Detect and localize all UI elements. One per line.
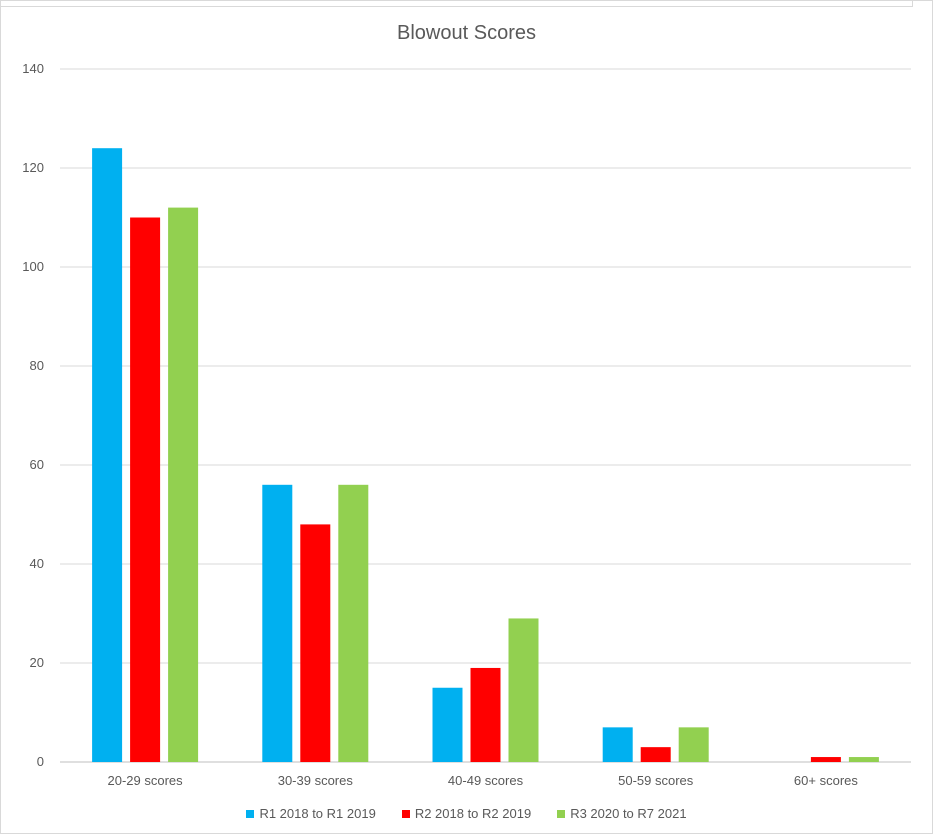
- bar: [92, 148, 122, 762]
- bar: [130, 218, 160, 763]
- legend-swatch: [246, 810, 254, 818]
- bar: [641, 747, 671, 762]
- x-tick-label: 30-39 scores: [278, 773, 354, 788]
- bar: [300, 524, 330, 762]
- y-tick-label: 80: [30, 358, 44, 373]
- bar: [262, 485, 292, 762]
- bar: [679, 727, 709, 762]
- x-tick-label: 60+ scores: [794, 773, 858, 788]
- legend-label: R3 2020 to R7 2021: [570, 806, 686, 821]
- x-tick-label: 50-59 scores: [618, 773, 694, 788]
- y-tick-label: 60: [30, 457, 44, 472]
- legend-label: R1 2018 to R1 2019: [259, 806, 375, 821]
- bar: [509, 618, 539, 762]
- bar: [471, 668, 501, 762]
- bar: [433, 688, 463, 762]
- bar: [849, 757, 879, 762]
- legend: R1 2018 to R1 2019 R2 2018 to R2 2019 R3 2…: [0, 806, 933, 821]
- legend-item: R2 2018 to R2 2019: [402, 806, 531, 821]
- y-tick-label: 20: [30, 655, 44, 670]
- x-tick-label: 40-49 scores: [448, 773, 524, 788]
- y-tick-label: 0: [37, 754, 44, 769]
- y-tick-label: 120: [22, 160, 44, 175]
- bar: [811, 757, 841, 762]
- y-tick-label: 140: [22, 61, 44, 76]
- legend-label: R2 2018 to R2 2019: [415, 806, 531, 821]
- legend-item: R3 2020 to R7 2021: [557, 806, 686, 821]
- legend-swatch: [402, 810, 410, 818]
- bar: [168, 208, 198, 762]
- bar: [338, 485, 368, 762]
- legend-item: R1 2018 to R1 2019: [246, 806, 375, 821]
- legend-swatch: [557, 810, 565, 818]
- bar: [603, 727, 633, 762]
- y-tick-label: 40: [30, 556, 44, 571]
- x-tick-label: 20-29 scores: [108, 773, 184, 788]
- y-tick-label: 100: [22, 259, 44, 274]
